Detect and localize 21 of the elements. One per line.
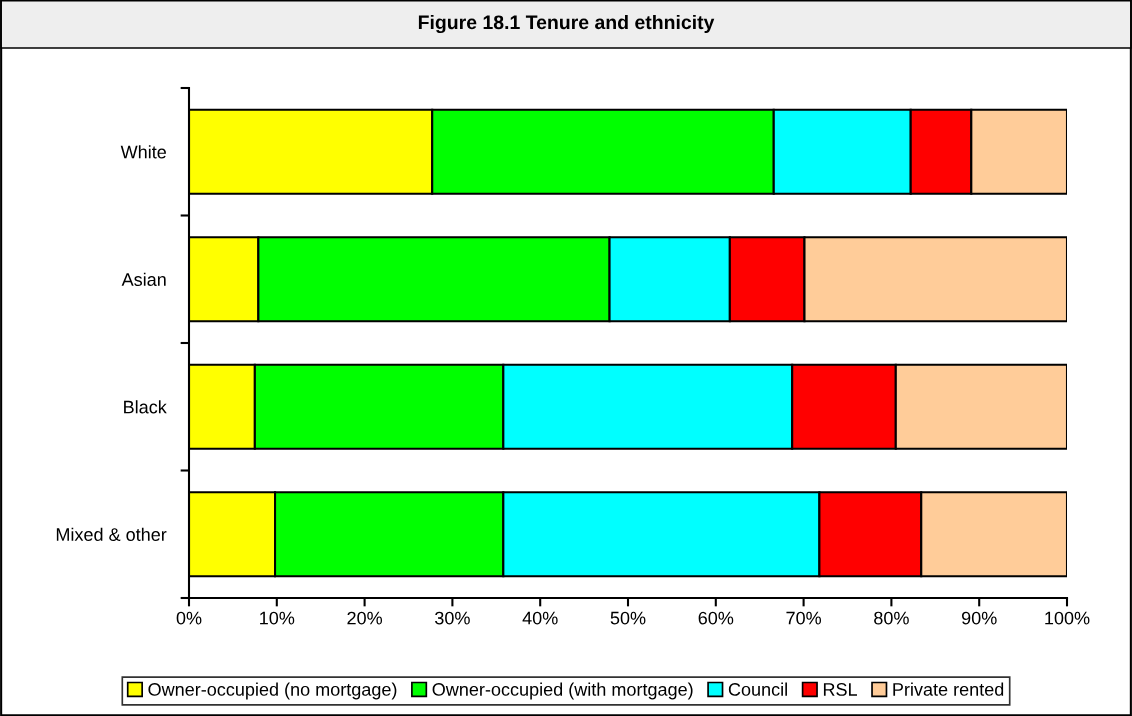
x-tick-label: 30%	[435, 611, 470, 625]
x-tick-label: 50%	[610, 611, 646, 625]
x-tick-label: 60%	[698, 611, 734, 625]
legend-label: Private rented	[893, 682, 1004, 696]
x-tick-label: 20%	[347, 611, 383, 625]
legend-label: Owner-occupied (with mortgage)	[432, 682, 693, 700]
x-tick-label: 0%	[176, 611, 202, 625]
x-tick-label: 10%	[260, 611, 295, 625]
x-tick-label: 90%	[961, 611, 997, 625]
legend-label: Council	[728, 682, 787, 696]
chart-title: Figure 18.1 Tenure and ethnicity	[418, 14, 715, 34]
x-tick-label: 80%	[874, 611, 909, 625]
y-tick-label: Black	[124, 400, 167, 414]
x-tick-label: 40%	[522, 611, 558, 625]
legend-label: RSL	[823, 683, 857, 696]
legend-label: Owner-occupied (no mortgage)	[148, 682, 397, 700]
y-tick-label: Asian	[121, 272, 166, 286]
y-tick-label: Mixed & other	[56, 527, 167, 541]
x-tick-label: 70%	[786, 611, 822, 625]
x-tick-label: 100%	[1045, 611, 1090, 625]
y-tick-label: White	[120, 145, 166, 159]
